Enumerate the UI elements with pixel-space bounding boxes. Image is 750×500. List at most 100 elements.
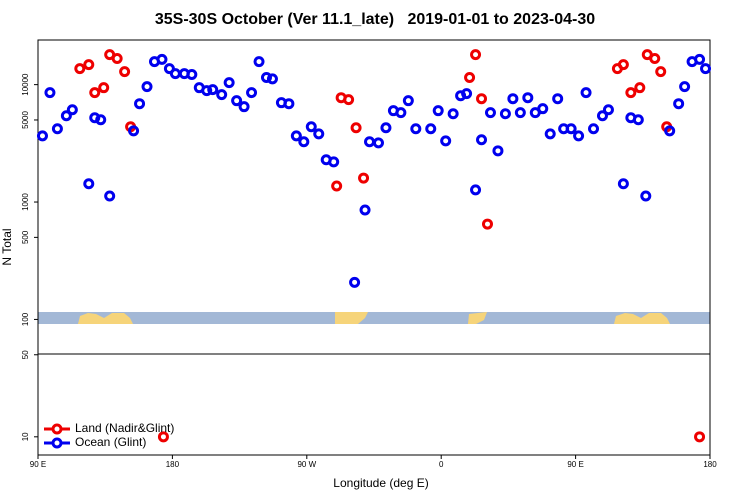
point — [358, 172, 370, 184]
legend-marker — [51, 437, 63, 449]
point — [253, 56, 265, 68]
y-tick-label: 10 — [21, 432, 30, 441]
chart-title: 35S-30S October (Ver 11.1_late) 2019-01-… — [155, 11, 595, 28]
point — [298, 136, 310, 148]
land-strip — [468, 312, 487, 324]
land-strip — [335, 312, 368, 324]
point — [432, 105, 444, 117]
point — [470, 184, 482, 196]
point — [673, 98, 685, 110]
point — [602, 104, 614, 116]
point — [507, 93, 519, 105]
point — [476, 134, 488, 146]
point — [425, 123, 437, 135]
point — [266, 73, 278, 85]
point — [350, 122, 362, 134]
point — [552, 93, 564, 105]
point — [514, 107, 526, 119]
point — [632, 114, 644, 126]
point — [565, 123, 577, 135]
point — [573, 130, 585, 142]
point — [238, 101, 250, 113]
point — [83, 59, 95, 71]
point — [617, 178, 629, 190]
point — [372, 137, 384, 149]
point — [580, 87, 592, 99]
point — [492, 145, 504, 157]
plot-frame — [37, 39, 711, 456]
point — [700, 63, 712, 75]
point — [260, 72, 272, 84]
point — [343, 94, 355, 106]
point — [447, 108, 459, 120]
point — [156, 53, 168, 65]
point — [402, 95, 414, 107]
y-tick-label: 50 — [21, 350, 30, 359]
point — [141, 81, 153, 93]
point — [655, 66, 667, 78]
point — [476, 93, 488, 105]
x-tick-label: 180 — [166, 460, 180, 469]
point — [111, 52, 123, 64]
point — [51, 123, 63, 135]
point — [522, 92, 534, 104]
ocean-strip — [38, 312, 710, 324]
y-axis-label: N Total — [0, 228, 14, 265]
point — [679, 81, 691, 93]
point — [359, 204, 371, 216]
point — [588, 123, 600, 135]
point — [461, 88, 473, 100]
point — [231, 95, 243, 107]
y-tick-label: 100 — [21, 312, 30, 326]
point — [36, 130, 48, 142]
point — [349, 276, 361, 288]
point — [544, 128, 556, 140]
point — [104, 190, 116, 202]
land-strip — [78, 313, 133, 324]
point — [98, 82, 110, 94]
point — [640, 190, 652, 202]
point — [44, 87, 56, 99]
point — [207, 84, 219, 96]
point — [331, 180, 343, 192]
y-tick-label: 1000 — [21, 193, 30, 211]
point — [328, 156, 340, 168]
point — [186, 68, 198, 80]
point — [499, 108, 511, 120]
point — [216, 89, 228, 101]
x-axis-label: Longitude (deg E) — [333, 476, 428, 490]
point — [134, 98, 146, 110]
point — [634, 82, 646, 94]
point — [481, 218, 493, 230]
point — [157, 431, 169, 443]
point — [694, 53, 706, 65]
point — [440, 135, 452, 147]
point — [313, 128, 325, 140]
point — [470, 49, 482, 61]
y-tick-label: 5000 — [21, 111, 30, 129]
x-tick-label: 0 — [439, 460, 444, 469]
point — [283, 98, 295, 110]
point — [484, 107, 496, 119]
series — [36, 53, 712, 288]
point — [649, 52, 661, 64]
point — [95, 114, 107, 126]
map-strip — [38, 312, 710, 324]
point — [89, 87, 101, 99]
x-tick-label: 180 — [703, 460, 717, 469]
point — [380, 122, 392, 134]
point — [464, 72, 476, 84]
point — [119, 66, 131, 78]
x-tick-label: 90 E — [567, 460, 583, 469]
point — [74, 63, 86, 75]
point — [246, 87, 258, 99]
point — [694, 431, 706, 443]
point — [201, 85, 213, 97]
land-strip — [614, 313, 670, 324]
point — [537, 103, 549, 115]
legend-marker — [51, 423, 63, 435]
point — [128, 125, 140, 137]
x-tick-label: 90 W — [297, 460, 316, 469]
